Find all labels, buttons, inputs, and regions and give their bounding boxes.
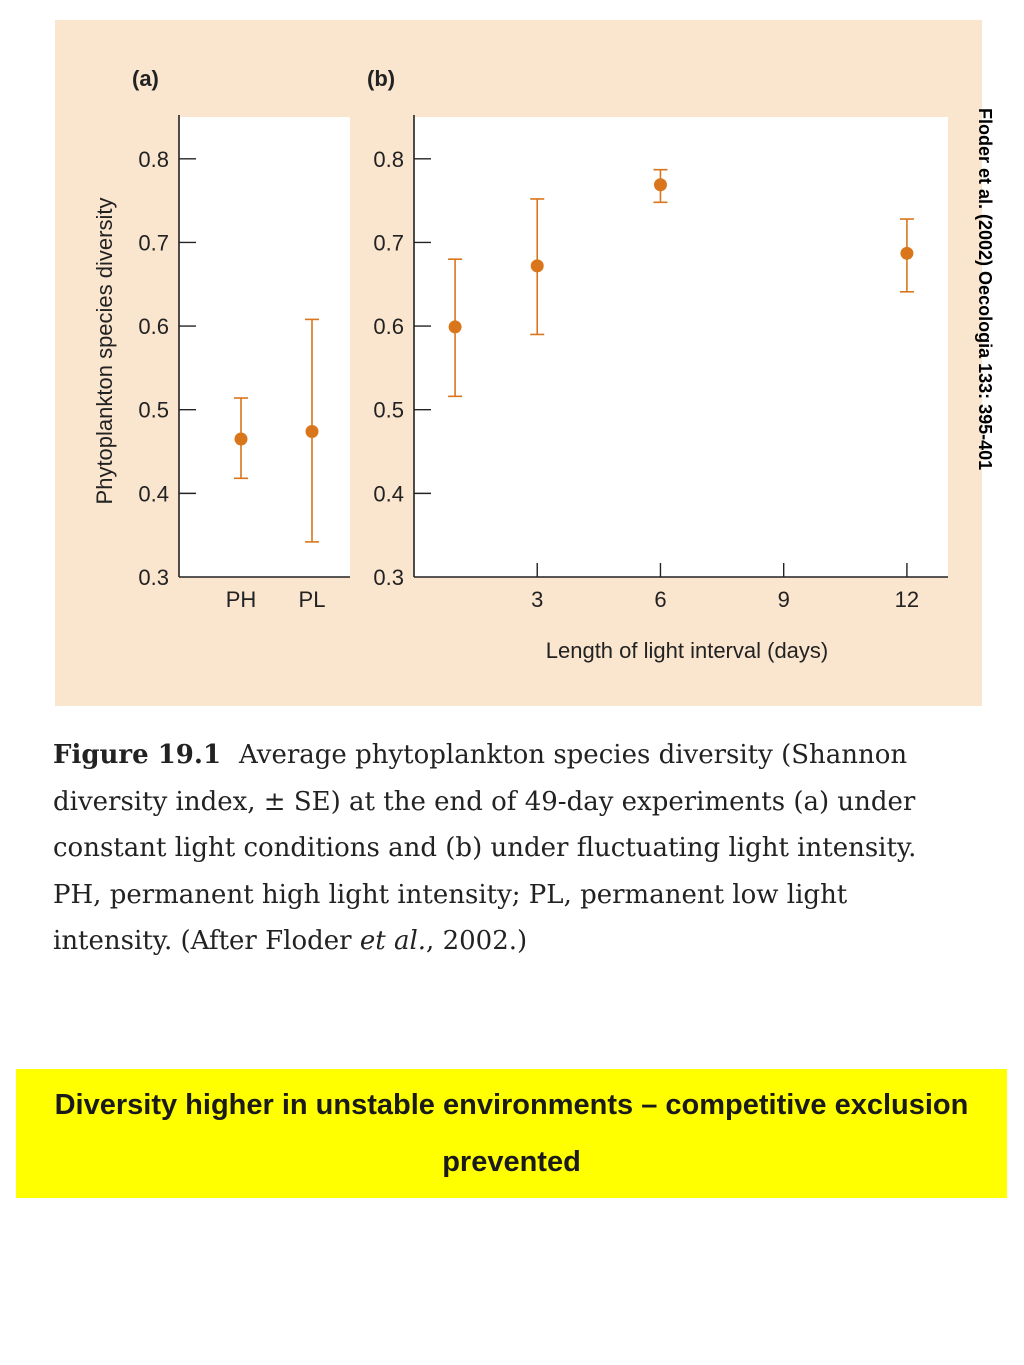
caption-label: Figure 19.1 — [53, 740, 222, 770]
panel-label: (b) — [367, 66, 395, 91]
caption-text-end: , 2002.) — [426, 926, 528, 956]
caption-italic-text: et al. — [359, 926, 427, 956]
plot-area-0 — [179, 117, 350, 577]
data-point — [305, 424, 319, 438]
data-point — [530, 259, 544, 273]
y-tick-label: 0.5 — [138, 398, 169, 423]
chart-panel-a: (a) 0.3 0.4 0.5 0.6 0.7 0.8 PH PL Phytoplankton s… — [92, 66, 350, 612]
chart-panel-b: (b) 0.3 0.4 0.5 0.6 0.7 0.8 3 6 9 12 Length of ligh… — [367, 66, 948, 663]
x-tick-label: PL — [299, 587, 326, 612]
data-point — [448, 320, 462, 334]
x-axis-title: Length of light interval (days) — [546, 638, 829, 663]
panel-label: (a) — [132, 66, 159, 91]
data-point — [234, 432, 248, 446]
y-tick-label: 0.4 — [138, 481, 169, 506]
x-tick-label: PH — [226, 587, 257, 612]
y-tick-label: 0.3 — [138, 565, 169, 590]
y-tick-label: 0.6 — [373, 314, 404, 339]
y-axis-title: Phytoplankton species diversity — [92, 198, 117, 505]
y-tick-label: 0.6 — [138, 314, 169, 339]
y-tick-label: 0.7 — [373, 230, 404, 255]
conclusion-banner: Diversity higher in unstable environment… — [16, 1069, 1007, 1198]
plot-area-1 — [414, 117, 948, 577]
y-tick-label: 0.8 — [373, 147, 404, 172]
chart-svg: (a) 0.3 0.4 0.5 0.6 0.7 0.8 PH PL Phytoplankton s… — [92, 66, 948, 663]
caption-text: Average phytoplankton species diversity … — [53, 740, 917, 956]
x-tick-label: 6 — [654, 587, 666, 612]
data-point — [900, 246, 914, 260]
data-point — [653, 178, 667, 192]
y-tick-label: 0.5 — [373, 398, 404, 423]
x-tick-label: 12 — [895, 587, 919, 612]
x-tick-label: 9 — [778, 587, 790, 612]
figure-caption: Figure 19.1 Average phytoplankton species… — [53, 732, 973, 965]
citation-text: Floder et al. (2002) Oecologia 133: 395-… — [975, 108, 995, 471]
y-tick-label: 0.4 — [373, 481, 404, 506]
y-tick-label: 0.7 — [138, 230, 169, 255]
conclusion-text: Diversity higher in unstable environment… — [54, 1088, 969, 1178]
figure-panel: (a) 0.3 0.4 0.5 0.6 0.7 0.8 PH PL Phytoplankton s… — [55, 20, 982, 706]
y-tick-label: 0.3 — [373, 565, 404, 590]
x-tick-label: 3 — [531, 587, 543, 612]
y-tick-label: 0.8 — [138, 147, 169, 172]
